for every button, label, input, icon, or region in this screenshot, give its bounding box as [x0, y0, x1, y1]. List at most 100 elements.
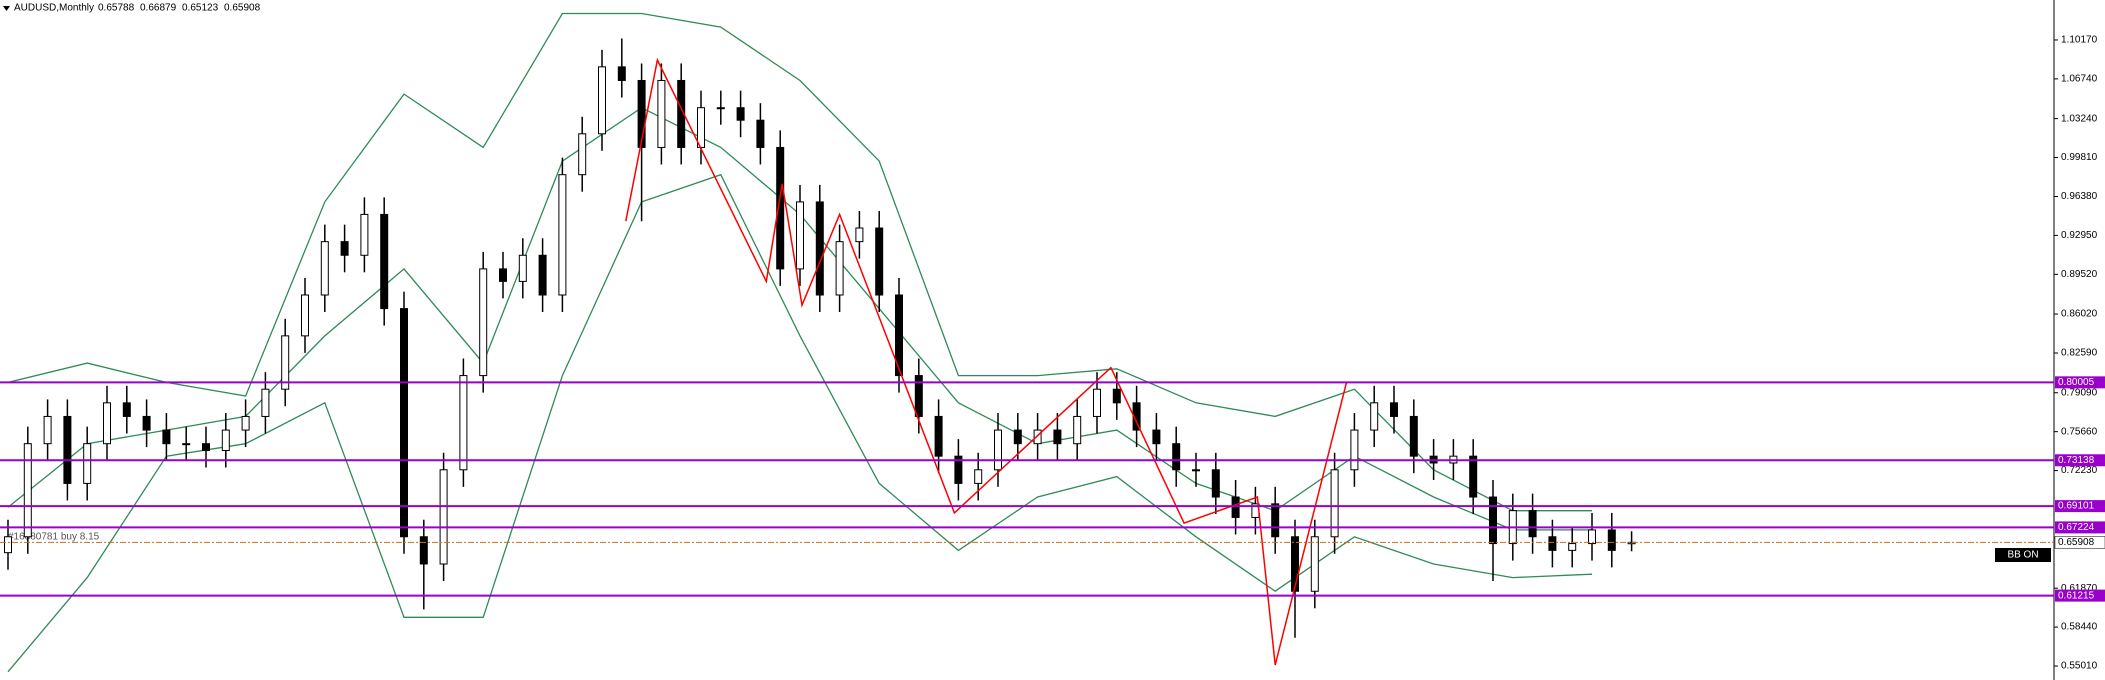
candle-body	[1310, 536, 1319, 592]
y-tick-label: 0.86020	[2061, 309, 2098, 320]
level-box	[2055, 500, 2105, 513]
candle-body	[617, 66, 626, 81]
candle-body	[1350, 429, 1359, 471]
candle-body	[1013, 429, 1022, 445]
candle-body	[1588, 529, 1596, 545]
candle-body	[63, 415, 72, 484]
candle-body	[994, 429, 1002, 471]
candle-body	[439, 469, 448, 565]
candle-body	[340, 241, 349, 256]
candle-body	[142, 415, 151, 431]
candle-body	[459, 375, 468, 471]
level-label: 0.61215	[2058, 590, 2095, 601]
candle-body	[1370, 402, 1379, 431]
y-tick-label: 0.75660	[2061, 426, 2098, 437]
candle-body	[122, 402, 131, 417]
level-label: 0.73138	[2058, 455, 2095, 466]
candle-body	[320, 241, 329, 296]
candle-body	[1607, 529, 1616, 551]
y-tick-label: 0.99810	[2061, 152, 2098, 163]
candle-body	[1152, 429, 1161, 445]
candle-body	[756, 119, 765, 148]
candle-body	[1033, 429, 1042, 445]
y-tick-label: 0.58440	[2061, 622, 2098, 633]
candle-body	[578, 133, 587, 176]
candle-body	[281, 335, 290, 390]
candle-body	[1390, 402, 1398, 417]
ohlc-high: 0.66879	[140, 3, 177, 14]
candle-body	[697, 107, 705, 148]
y-tick-label: 0.61870	[2061, 583, 2098, 594]
zigzag	[625, 57, 1348, 666]
chart-title: AUDUSD,Monthly	[14, 3, 94, 14]
level-box	[2055, 376, 2105, 389]
candle-body	[1409, 415, 1418, 457]
bb-button[interactable]	[1995, 548, 2051, 562]
ohlc-close: 0.65908	[224, 3, 261, 14]
candle-body	[1627, 541, 1636, 545]
candle-body	[776, 146, 785, 270]
candle-body	[974, 469, 983, 484]
candle-body	[43, 415, 52, 445]
candle-body	[1073, 415, 1082, 445]
candle-body	[400, 308, 408, 538]
candle-body	[162, 429, 171, 445]
candle-body	[202, 443, 210, 451]
candle-body	[716, 107, 725, 110]
candle-body	[1093, 388, 1101, 417]
candle-body	[914, 375, 923, 417]
candle-body	[221, 429, 230, 451]
candle-body	[4, 536, 12, 554]
candle-body	[736, 107, 745, 121]
candle-body	[1211, 469, 1220, 498]
candle-body	[1231, 496, 1240, 518]
candle-body	[499, 268, 507, 282]
candle-body	[1172, 443, 1181, 471]
candle-body	[518, 254, 527, 282]
candle-body	[815, 201, 824, 296]
y-tick-label: 1.06740	[2061, 74, 2098, 85]
menu-arrow[interactable]	[3, 6, 10, 11]
candle-body	[1271, 503, 1280, 538]
candle-body	[1548, 536, 1557, 551]
candle-body	[538, 254, 547, 296]
candle-body	[895, 294, 903, 377]
candle-body	[103, 402, 111, 445]
last-price-label: 0.65908	[2058, 537, 2095, 548]
candle-body	[419, 536, 428, 565]
bollinger-upper	[7, 12, 1592, 512]
bollinger-lower	[7, 173, 1593, 673]
candle-body	[1528, 510, 1537, 538]
y-tick-label: 0.55010	[2061, 661, 2098, 672]
candle-body	[954, 455, 963, 484]
level-label: 0.69101	[2058, 501, 2095, 512]
level-box	[2055, 454, 2105, 467]
candle-body	[835, 241, 844, 296]
candle-body	[479, 268, 488, 377]
candle-body	[558, 174, 567, 296]
candle-body	[83, 443, 92, 484]
level-label: 0.67224	[2058, 522, 2095, 533]
y-tick-label: 0.72230	[2061, 465, 2098, 476]
bb-button-label[interactable]: BB ON	[2007, 550, 2038, 561]
candle-body	[182, 443, 191, 446]
y-tick-label: 0.82590	[2061, 348, 2098, 359]
level-box	[2055, 521, 2105, 534]
level-box	[2055, 589, 2105, 602]
level-label: 0.80005	[2058, 377, 2095, 388]
candle-body	[380, 213, 389, 310]
y-tick-label: 0.89520	[2061, 269, 2098, 280]
candle-body	[598, 66, 606, 135]
candle-body	[1291, 536, 1299, 592]
trade-label: #16880781 buy 8.15	[8, 532, 100, 543]
candle-body	[1192, 469, 1200, 472]
y-tick-label: 0.79090	[2061, 387, 2098, 398]
candle-body	[796, 201, 804, 270]
candle-body	[657, 79, 666, 148]
y-tick-label: 1.10170	[2061, 35, 2098, 46]
candle-body	[875, 227, 884, 296]
last-price-box	[2054, 536, 2105, 549]
